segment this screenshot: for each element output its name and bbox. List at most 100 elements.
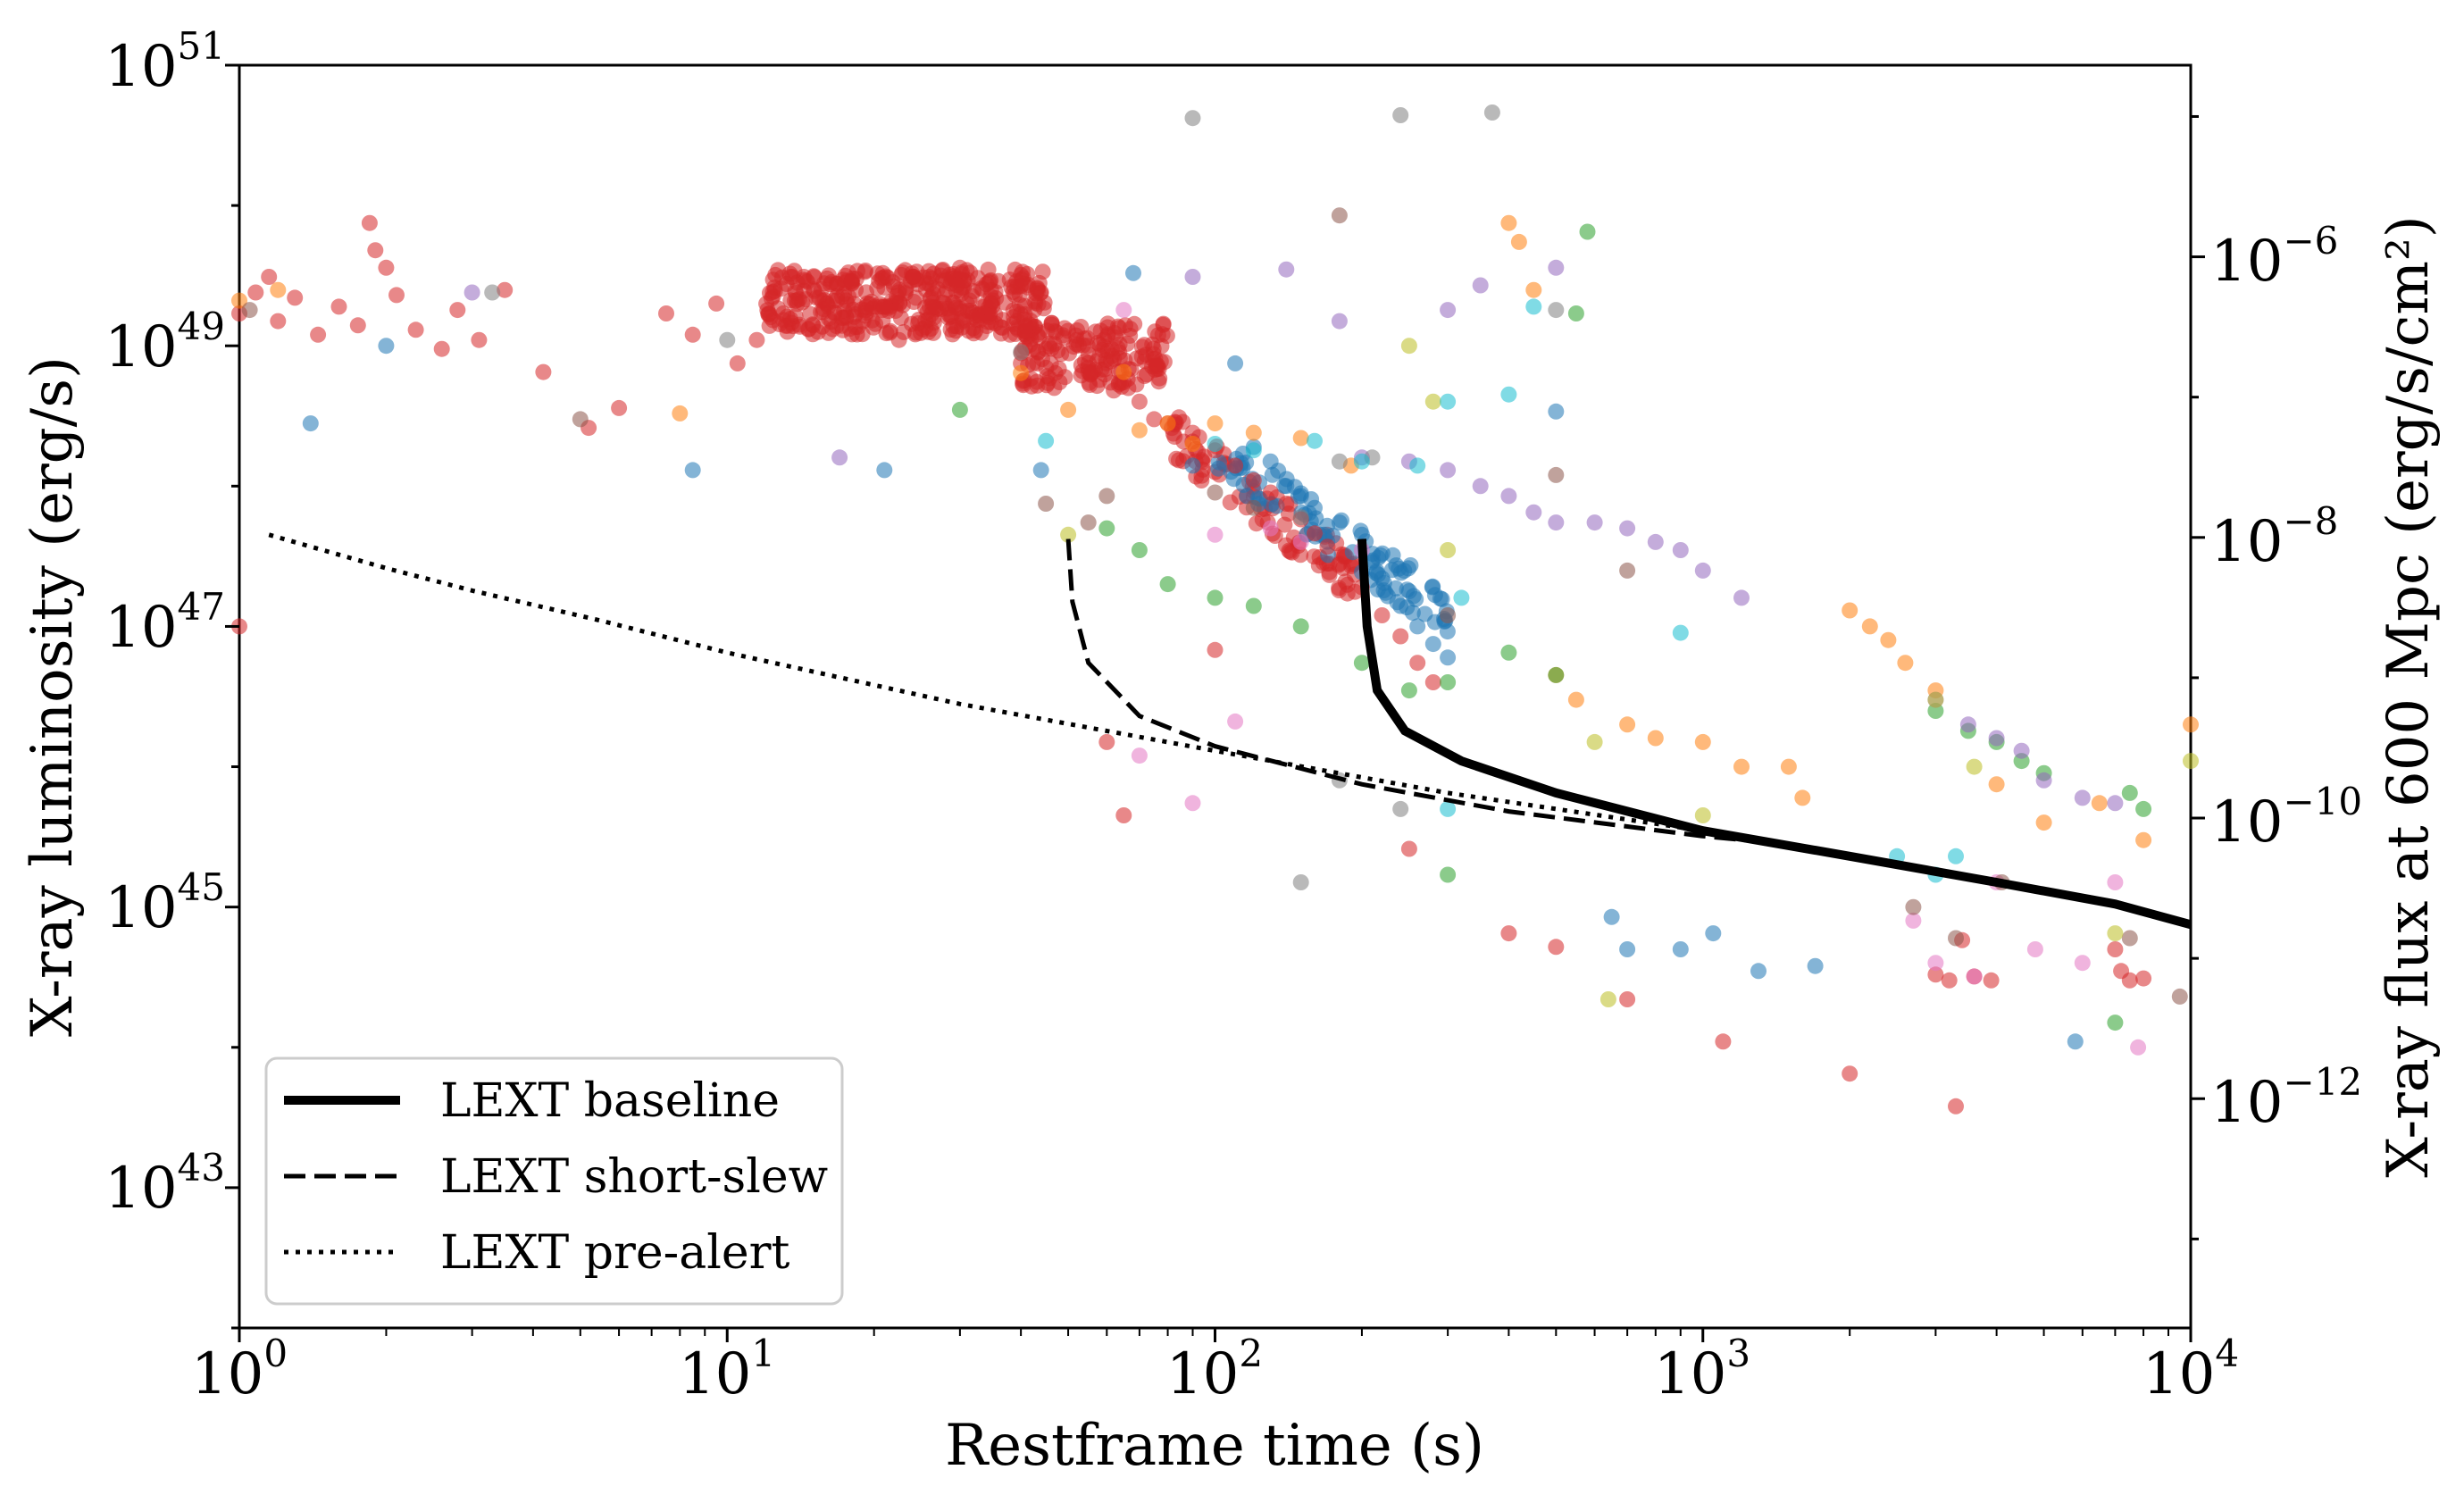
cluster-point <box>892 310 909 326</box>
data-point-red <box>1023 317 1040 334</box>
data-point-blue <box>1440 649 1457 666</box>
data-point-purple <box>1500 488 1517 505</box>
data-point-orange <box>1207 415 1224 432</box>
data-point-blue <box>1125 264 1141 281</box>
data-point-red <box>367 242 384 259</box>
model-curves <box>268 532 2193 930</box>
data-point-red <box>1842 1065 1858 1082</box>
data-point-gray <box>1292 874 1309 890</box>
data-point-blue <box>1807 957 1824 974</box>
data-point-cyan <box>1207 436 1224 452</box>
cluster-point <box>1097 366 1114 383</box>
y2-tick-label-minus10: 10−10 <box>2210 780 2362 856</box>
data-point-red <box>287 289 304 306</box>
data-point-red <box>1227 457 1244 474</box>
data-point-red <box>310 326 327 343</box>
data-point-blue <box>1619 941 1636 957</box>
cluster-point <box>857 298 874 315</box>
data-point-blue <box>684 462 701 479</box>
data-point-pink <box>1292 533 1309 550</box>
data-point-red <box>890 331 907 348</box>
cluster-point <box>1380 588 1396 605</box>
data-point-red <box>330 298 347 315</box>
data-point-olive <box>1966 758 1983 775</box>
data-point-red <box>1319 539 1336 555</box>
y-tick-label-45: 1045 <box>104 865 225 941</box>
data-point-olive <box>2183 753 2199 770</box>
data-point-cyan <box>1307 432 1323 449</box>
data-point-red <box>1051 374 1068 390</box>
data-point-blue <box>1548 403 1565 420</box>
data-point-red <box>729 355 746 372</box>
data-point-gray <box>1392 107 1409 123</box>
data-point-brown <box>1905 898 1922 915</box>
data-point-orange <box>1880 631 1897 648</box>
cluster-point <box>948 322 965 339</box>
data-point-red <box>1941 972 1958 989</box>
x-tick-label-3: 103 <box>1654 1332 1750 1407</box>
cluster-point <box>820 324 837 341</box>
cluster-point <box>1426 587 1443 604</box>
data-point-brown <box>1207 484 1224 501</box>
data-point-brown <box>1948 930 1964 947</box>
cluster-point <box>1003 279 1020 296</box>
data-point-red <box>1068 331 1085 348</box>
data-point-red <box>1080 363 1097 380</box>
data-point-red <box>1619 991 1636 1007</box>
data-point-red <box>766 280 783 296</box>
cluster-point <box>1150 373 1167 390</box>
x-tick-label-0: 100 <box>191 1332 288 1407</box>
curve-lext-pre-alert <box>268 532 1790 847</box>
data-point-olive <box>1927 691 1944 708</box>
data-point-brown <box>1098 488 1115 505</box>
data-point-red <box>433 340 450 357</box>
data-point-green <box>1500 644 1517 661</box>
data-point-red <box>1400 840 1417 857</box>
data-point-brown <box>1038 496 1055 512</box>
cluster-point <box>881 303 897 320</box>
data-point-pink <box>1905 912 1922 929</box>
cluster-point <box>1155 316 1172 333</box>
data-point-orange <box>2135 831 2152 848</box>
data-point-red <box>1409 655 1426 672</box>
y2-tick-label-minus12: 10−12 <box>2210 1060 2362 1136</box>
cluster-point <box>1055 327 1072 344</box>
data-point-gray <box>1483 104 1500 121</box>
data-point-purple <box>1733 589 1750 606</box>
cluster-point <box>967 322 984 339</box>
cluster-point <box>1029 280 1046 296</box>
y-tick-label-43: 1043 <box>104 1146 225 1222</box>
data-point-olive <box>1694 807 1711 823</box>
data-point-orange <box>1619 716 1636 733</box>
data-point-red <box>1424 674 1441 690</box>
data-point-orange <box>1897 655 1914 672</box>
data-point-cyan <box>1672 624 1689 641</box>
data-point-red <box>2113 963 2130 980</box>
x-tick-label-2: 102 <box>1166 1332 1263 1407</box>
data-point-orange <box>231 292 247 309</box>
data-point-purple <box>2074 789 2091 806</box>
data-point-red <box>1307 525 1323 542</box>
cluster-point <box>1248 515 1265 532</box>
data-point-green <box>1292 618 1309 635</box>
cluster-point <box>1005 302 1022 319</box>
data-point-orange <box>1988 776 2005 793</box>
data-point-orange <box>1013 364 1030 381</box>
data-point-red <box>965 309 982 326</box>
data-point-red <box>825 292 842 309</box>
data-point-red <box>1184 424 1201 441</box>
data-point-red <box>1115 807 1132 823</box>
curve-lext-short-slew <box>1065 539 1790 847</box>
data-point-red <box>1374 607 1391 623</box>
data-point-gray <box>1184 110 1201 127</box>
data-point-green <box>2107 1015 2124 1031</box>
data-point-green <box>1400 682 1417 699</box>
data-point-red <box>1331 555 1348 572</box>
data-point-blue <box>1184 457 1201 474</box>
data-point-orange <box>1733 758 1750 775</box>
cluster-point <box>925 314 942 331</box>
data-point-blue <box>2067 1033 2084 1050</box>
data-point-red <box>1091 347 1108 364</box>
data-point-olive <box>1424 393 1441 410</box>
